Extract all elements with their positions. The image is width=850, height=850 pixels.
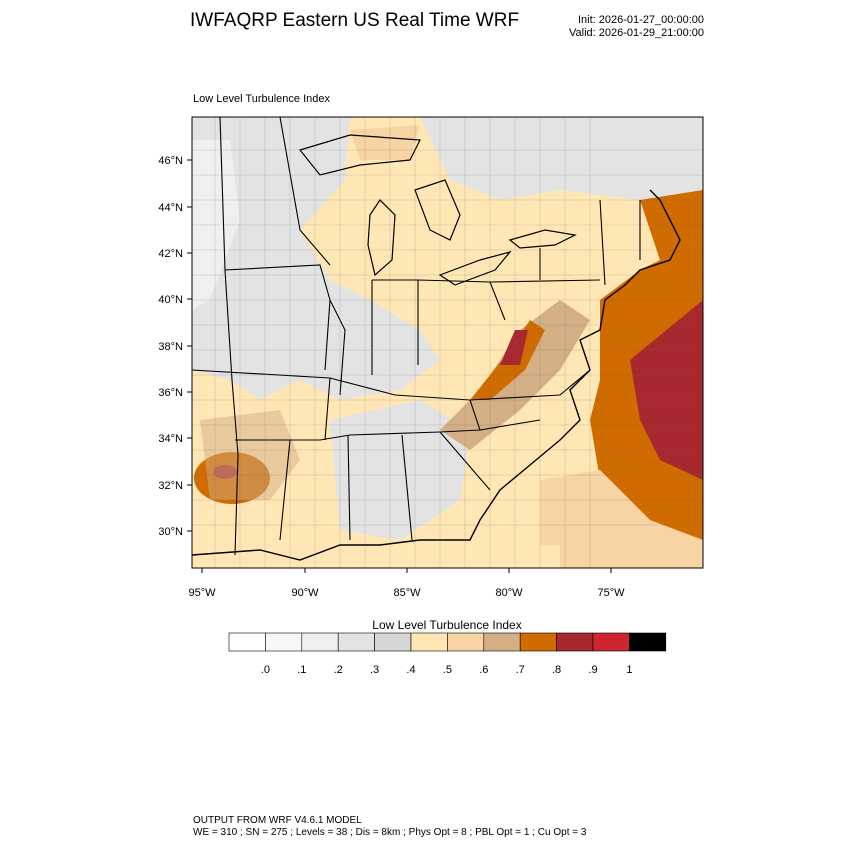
field-tan-offshore bbox=[540, 470, 703, 568]
field-tan-sw bbox=[200, 410, 300, 500]
colorbar-label: .9 bbox=[588, 664, 597, 676]
colorbar-labels: .0 .1 .2 .3 .4 .5 .6 .7 .8 .9 1 bbox=[261, 664, 633, 676]
lake-erie bbox=[438, 250, 512, 286]
field-tan-superior bbox=[350, 125, 420, 160]
colorbar-box bbox=[374, 632, 412, 652]
field-gray-nw bbox=[192, 117, 440, 400]
init-time: Init: 2026-01-27_00:00:00 bbox=[578, 14, 704, 26]
run-times: Init: 2026-01-27_00:00:00 Valid: 2026-01… bbox=[569, 14, 704, 40]
lon-label: 85°W bbox=[393, 587, 421, 599]
lat-label: 34°N bbox=[158, 433, 183, 445]
valid-time: Valid: 2026-01-29_21:00:00 bbox=[569, 27, 704, 39]
lat-label: 46°N bbox=[158, 155, 183, 167]
colorbar-box bbox=[410, 632, 448, 652]
field-gulf bbox=[192, 545, 560, 568]
colorbar-label: .7 bbox=[516, 664, 525, 676]
map-frame bbox=[191, 116, 704, 569]
field-red-appalachia bbox=[500, 330, 528, 365]
colorbar-label: .4 bbox=[406, 664, 415, 676]
lon-label: 95°W bbox=[188, 587, 216, 599]
colorbar-label: .5 bbox=[443, 664, 452, 676]
colorbar-box bbox=[483, 632, 521, 652]
colorbar-box bbox=[629, 632, 667, 652]
colorbar-label: .8 bbox=[552, 664, 561, 676]
lon-label: 90°W bbox=[291, 587, 319, 599]
lat-label: 36°N bbox=[158, 387, 183, 399]
colorbar-box bbox=[265, 632, 303, 652]
colorbar-box bbox=[556, 632, 594, 652]
map-subtitle: Low Level Turbulence Index bbox=[193, 93, 330, 105]
footer-line-1: OUTPUT FROM WRF V4.6.1 MODEL bbox=[193, 815, 362, 826]
lat-label: 32°N bbox=[158, 480, 183, 492]
lon-label: 80°W bbox=[495, 587, 523, 599]
colorbar-box bbox=[592, 632, 630, 652]
county-grid bbox=[192, 117, 703, 568]
lat-label: 40°N bbox=[158, 294, 183, 306]
lon-axis: 95°W 90°W 85°W 80°W 75°W bbox=[188, 568, 625, 599]
lat-label: 44°N bbox=[158, 202, 183, 214]
field-red-atlantic bbox=[630, 300, 703, 480]
field-orange-atlantic bbox=[540, 240, 703, 568]
footer-line-2: WE = 310 ; SN = 275 ; Levels = 38 ; Dis … bbox=[193, 827, 587, 838]
colorbar-label: .1 bbox=[297, 664, 306, 676]
colorbar-box bbox=[337, 632, 375, 652]
colorbar: Low Level Turbulence Index .0 .1 .2 .3 .4 .5.… bbox=[228, 618, 667, 676]
model-footer: OUTPUT FROM WRF V4.6.1 MODEL WE = 310 ; … bbox=[193, 815, 586, 839]
lat-label: 42°N bbox=[158, 248, 183, 260]
lat-label: 30°N bbox=[158, 526, 183, 538]
colorbar-label: .3 bbox=[370, 664, 379, 676]
colorbar-box bbox=[301, 632, 339, 652]
colorbar-boxes bbox=[228, 632, 667, 652]
colorbar-label: 1 bbox=[626, 664, 632, 676]
colorbar-box bbox=[228, 632, 266, 652]
colorbar-label: .0 bbox=[261, 664, 270, 676]
colorbar-label: .6 bbox=[479, 664, 488, 676]
lat-axis: 46°N 44°N 42°N 40°N 38°N 36°N 34°N 32°N … bbox=[158, 155, 192, 538]
colorbar-label: .2 bbox=[334, 664, 343, 676]
coastline bbox=[192, 189, 681, 561]
field-gray-ne bbox=[420, 117, 703, 200]
turbulence-field bbox=[192, 117, 703, 568]
colorbar-box bbox=[519, 632, 557, 652]
lat-label: 38°N bbox=[158, 341, 183, 353]
page-title: IWFAQRP Eastern US Real Time WRF bbox=[190, 10, 520, 31]
colorbar-title: Low Level Turbulence Index bbox=[372, 618, 521, 632]
lon-label: 75°W bbox=[597, 587, 625, 599]
colorbar-box bbox=[447, 632, 485, 652]
